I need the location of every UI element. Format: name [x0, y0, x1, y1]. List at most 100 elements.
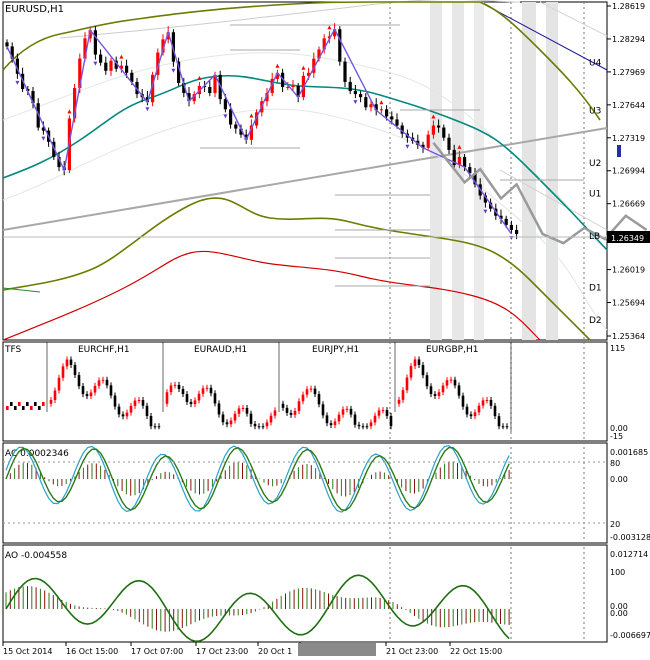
time-label: 22 Oct 15:00	[450, 647, 502, 656]
tfs-body	[237, 408, 241, 414]
candle-body	[390, 116, 394, 120]
candle-body	[57, 156, 61, 168]
tfs-body	[461, 395, 465, 407]
ac-panel-frame	[2, 442, 608, 544]
tfs-title: TFS	[4, 345, 22, 355]
fractal-up-arrow	[301, 65, 306, 70]
tfs-body	[401, 390, 405, 400]
pivot-label: 1.27067	[49, 0, 86, 3]
tfs-body	[6, 406, 9, 410]
candle-body	[114, 60, 118, 69]
tfs-body	[469, 414, 473, 417]
tfs-body	[117, 406, 121, 415]
tfs-mini-candles	[6, 356, 509, 430]
candle-body	[208, 87, 212, 94]
tfs-pair-4: EURGBP,H1	[426, 345, 478, 355]
candle-body	[88, 30, 92, 39]
candle-body	[400, 125, 404, 134]
fractal-down-arrow	[93, 61, 98, 66]
candle-body	[333, 29, 337, 37]
tfs-body	[189, 401, 193, 405]
price-scale-label: 1.26994	[612, 167, 645, 176]
time-label: 15 Oct 2014	[3, 647, 52, 656]
price-scale-label: 1.28294	[612, 35, 645, 44]
tfs-pair-3: EURJPY,H1	[312, 345, 359, 355]
candle-body	[171, 32, 175, 62]
fractal-up-arrow	[379, 100, 384, 105]
candle-body	[431, 125, 435, 135]
time-label: 16 Oct 15:00	[66, 647, 118, 656]
candle-body	[52, 141, 56, 157]
pivot-label: 1.2751	[418, 0, 446, 2]
ma-red	[2, 250, 541, 341]
candle-body	[364, 97, 368, 108]
tfs-body	[241, 407, 245, 409]
ao-panel-frame	[2, 544, 608, 643]
tfs-body	[409, 366, 413, 378]
pivot-label: 1.2755	[340, 0, 368, 2]
pivot-label: 1.27055	[387, 0, 424, 3]
tfs-body	[81, 386, 85, 395]
fractal-up-arrow	[249, 113, 254, 118]
tfs-body	[205, 387, 209, 389]
candle-body	[359, 94, 363, 98]
fractal-down-arrow	[41, 136, 46, 141]
tfs-body	[477, 405, 481, 413]
scroll-marker[interactable]	[617, 145, 621, 157]
candle-body	[322, 38, 326, 50]
tfs-body	[169, 385, 173, 393]
tfs-body	[113, 395, 117, 407]
candle-body	[343, 61, 347, 82]
tfs-body	[22, 406, 25, 410]
tfs-body	[485, 399, 489, 401]
candle-body	[452, 149, 456, 166]
pivot-label: 1.2670	[355, 0, 383, 2]
fractal-down-arrow	[405, 144, 410, 149]
ao-scale-top: 0.012714	[610, 550, 648, 559]
candle-body	[229, 109, 233, 125]
ao-scale-zero-a: 0.00	[610, 602, 628, 611]
tfs-body	[61, 366, 65, 378]
fractal-down-arrow	[171, 68, 176, 73]
candle-body	[317, 49, 321, 59]
candle-body	[249, 125, 253, 140]
tfs-body	[301, 394, 305, 402]
ac-title: AC 0.0002346	[5, 449, 69, 459]
tfs-scale-top: 115	[610, 344, 625, 353]
candle-body	[5, 42, 9, 47]
fractal-up-arrow	[275, 63, 280, 68]
tfs-body	[129, 405, 133, 413]
tfs-body	[133, 400, 137, 406]
fractal-up-arrow	[197, 75, 202, 80]
ma-olive-lower	[2, 197, 591, 341]
tfs-body	[65, 359, 69, 367]
time-label: 20 Oct 1	[258, 647, 292, 656]
tfs-body	[429, 386, 433, 395]
ac-scale-80: 80	[610, 459, 620, 468]
candle-body	[192, 94, 196, 102]
pivot-label: 1.26327	[517, 0, 554, 3]
tfs-body	[497, 416, 501, 427]
level-lines	[200, 24, 584, 287]
tfs-body	[321, 404, 325, 416]
fractal-up-arrow	[327, 25, 332, 30]
tfs-pair-2: EURAUD,H1	[194, 345, 247, 355]
tfs-body	[365, 426, 369, 428]
tfs-body	[26, 402, 29, 406]
candle-body	[353, 91, 357, 95]
candle-body	[130, 72, 134, 82]
current-price-box	[607, 231, 650, 243]
tfs-body	[73, 364, 77, 376]
tfs-body	[417, 359, 421, 366]
pivot-label: 1.2586	[355, 0, 383, 2]
ac-histogram	[9, 461, 510, 497]
pivot-labels: 1.283921.283621.28431.283981.28191.28151…	[12, 0, 554, 3]
candle-body	[31, 91, 35, 104]
tfs-body	[225, 422, 229, 425]
tfs-body	[18, 402, 21, 406]
tfs-body	[57, 377, 61, 391]
tfs-body	[361, 426, 365, 428]
time-label: 17 Oct 23:00	[196, 647, 248, 656]
ao-histogram	[5, 586, 510, 632]
